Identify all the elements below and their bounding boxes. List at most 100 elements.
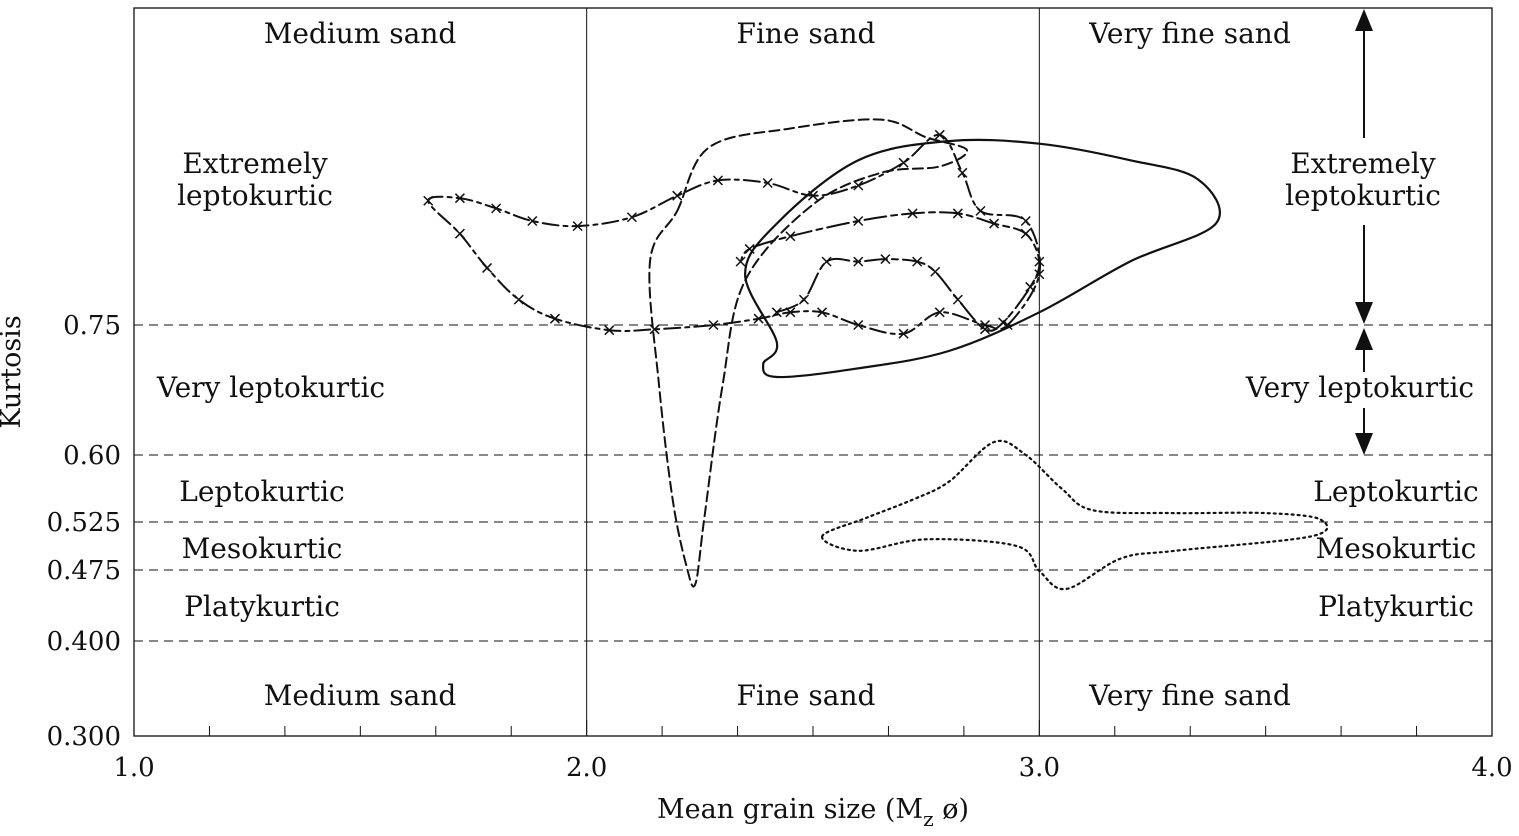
x-axis-title-main: Mean grain size (M — [657, 794, 923, 825]
x-marker — [975, 205, 986, 216]
x-marker — [930, 266, 941, 277]
x-marker-stroke — [975, 205, 986, 216]
x-marker — [853, 319, 864, 331]
series-line-dotted — [821, 439, 1329, 591]
arrow-head-up — [1355, 9, 1373, 31]
arrow-head-down — [1355, 433, 1373, 455]
x-marker-stroke — [821, 256, 832, 267]
y-tick-label: 0.475 — [47, 556, 121, 586]
x-axis-title: Mean grain size (Mz ø) — [657, 794, 969, 831]
x-marker — [952, 208, 963, 219]
x-marker — [771, 307, 782, 318]
y-tick-label: 0.300 — [47, 722, 121, 752]
x-marker — [934, 129, 945, 140]
x-marker-stroke — [934, 129, 945, 140]
zone-label-top: Very fine sand — [1088, 17, 1291, 50]
x-marker — [785, 231, 796, 242]
x-marker-stroke — [626, 212, 637, 223]
x-marker-stroke — [785, 231, 796, 242]
zone-label-top: Medium sand — [264, 17, 457, 50]
x-marker-stroke — [1034, 256, 1045, 267]
zone-label-top: Fine sand — [737, 17, 876, 50]
x-marker-stroke — [817, 307, 828, 318]
x-marker — [912, 256, 923, 267]
kurtosis-label-left: leptokurtic — [177, 179, 333, 212]
x-marker-stroke — [880, 254, 891, 265]
x-marker — [491, 203, 502, 214]
x-marker-stroke — [513, 294, 524, 305]
x-marker — [454, 193, 465, 204]
x-marker-stroke — [998, 317, 1009, 328]
series-line-solid — [744, 138, 1221, 379]
x-marker-stroke — [491, 203, 502, 214]
x-marker-stroke — [1020, 228, 1031, 239]
x-marker — [753, 313, 764, 324]
x-marker-stroke — [798, 294, 809, 305]
x-marker-stroke — [712, 175, 723, 186]
x-marker — [1020, 228, 1031, 239]
zone-label-bottom: Fine sand — [737, 679, 876, 712]
kurtosis-label-left: Extremely — [182, 147, 328, 180]
x-marker-stroke — [482, 262, 493, 273]
x-marker-stroke — [708, 319, 719, 331]
x-marker — [454, 228, 465, 239]
y-axis-title: Kurtosis — [0, 315, 27, 428]
x-marker-stroke — [1020, 215, 1031, 227]
kurtosis-label-right: Very leptokurtic — [1245, 371, 1474, 404]
x-marker-stroke — [762, 177, 773, 189]
x-marker — [934, 307, 945, 318]
kurtosis-label-left: Platykurtic — [184, 590, 340, 623]
x-marker — [744, 243, 755, 254]
kurtosis-label-left: Mesokurtic — [182, 532, 343, 565]
x-marker-stroke — [649, 324, 660, 335]
x-marker — [604, 325, 615, 336]
x-marker — [1034, 256, 1045, 267]
zone-label-bottom: Medium sand — [264, 679, 457, 712]
x-marker-stroke — [672, 190, 683, 201]
x-tick-label: 4.0 — [1471, 753, 1512, 783]
x-marker — [907, 208, 918, 219]
arrow-head-down — [1355, 302, 1373, 324]
x-marker — [798, 294, 809, 305]
x-marker — [513, 294, 524, 305]
x-marker-stroke — [744, 243, 755, 254]
x-marker — [672, 190, 683, 201]
x-marker — [998, 317, 1009, 328]
x-axis-title-sub: z — [923, 807, 934, 831]
x-marker-stroke — [572, 221, 583, 232]
x-marker — [1034, 269, 1045, 280]
x-marker — [712, 175, 723, 186]
kurtosis-label-left: Leptokurtic — [179, 475, 344, 508]
x-marker-stroke — [898, 157, 909, 168]
x-marker-stroke — [952, 294, 963, 305]
x-marker — [979, 324, 991, 335]
x-marker-stroke — [785, 307, 796, 318]
x-marker-stroke — [853, 256, 864, 267]
y-tick-label: 0.525 — [47, 508, 121, 538]
x-marker — [708, 319, 719, 331]
zone-label-bottom: Very fine sand — [1088, 679, 1291, 712]
x-marker-stroke — [853, 319, 864, 331]
kurtosis-label-left: Very leptokurtic — [156, 371, 385, 404]
x-marker-stroke — [853, 180, 864, 191]
x-marker-stroke — [454, 228, 465, 239]
x-marker — [853, 256, 864, 267]
x-tick-label: 3.0 — [1019, 753, 1060, 783]
x-marker-stroke — [423, 195, 434, 206]
x-marker — [898, 157, 909, 168]
x-axis-title-suffix: ø) — [934, 794, 969, 825]
kurtosis-label-right: Extremely — [1290, 147, 1436, 180]
x-marker-stroke — [604, 325, 615, 336]
x-marker-stroke — [771, 307, 782, 318]
x-marker-stroke — [1002, 319, 1013, 331]
x-tick-label: 2.0 — [566, 753, 607, 783]
y-tick-label: 0.75 — [63, 311, 121, 341]
x-marker-stroke — [454, 193, 465, 204]
x-marker-stroke — [549, 313, 561, 324]
x-marker-stroke — [952, 208, 963, 219]
x-tick-label: 1.0 — [113, 753, 154, 783]
x-marker-stroke — [898, 328, 909, 339]
x-marker — [1020, 215, 1031, 227]
x-marker — [898, 328, 909, 339]
